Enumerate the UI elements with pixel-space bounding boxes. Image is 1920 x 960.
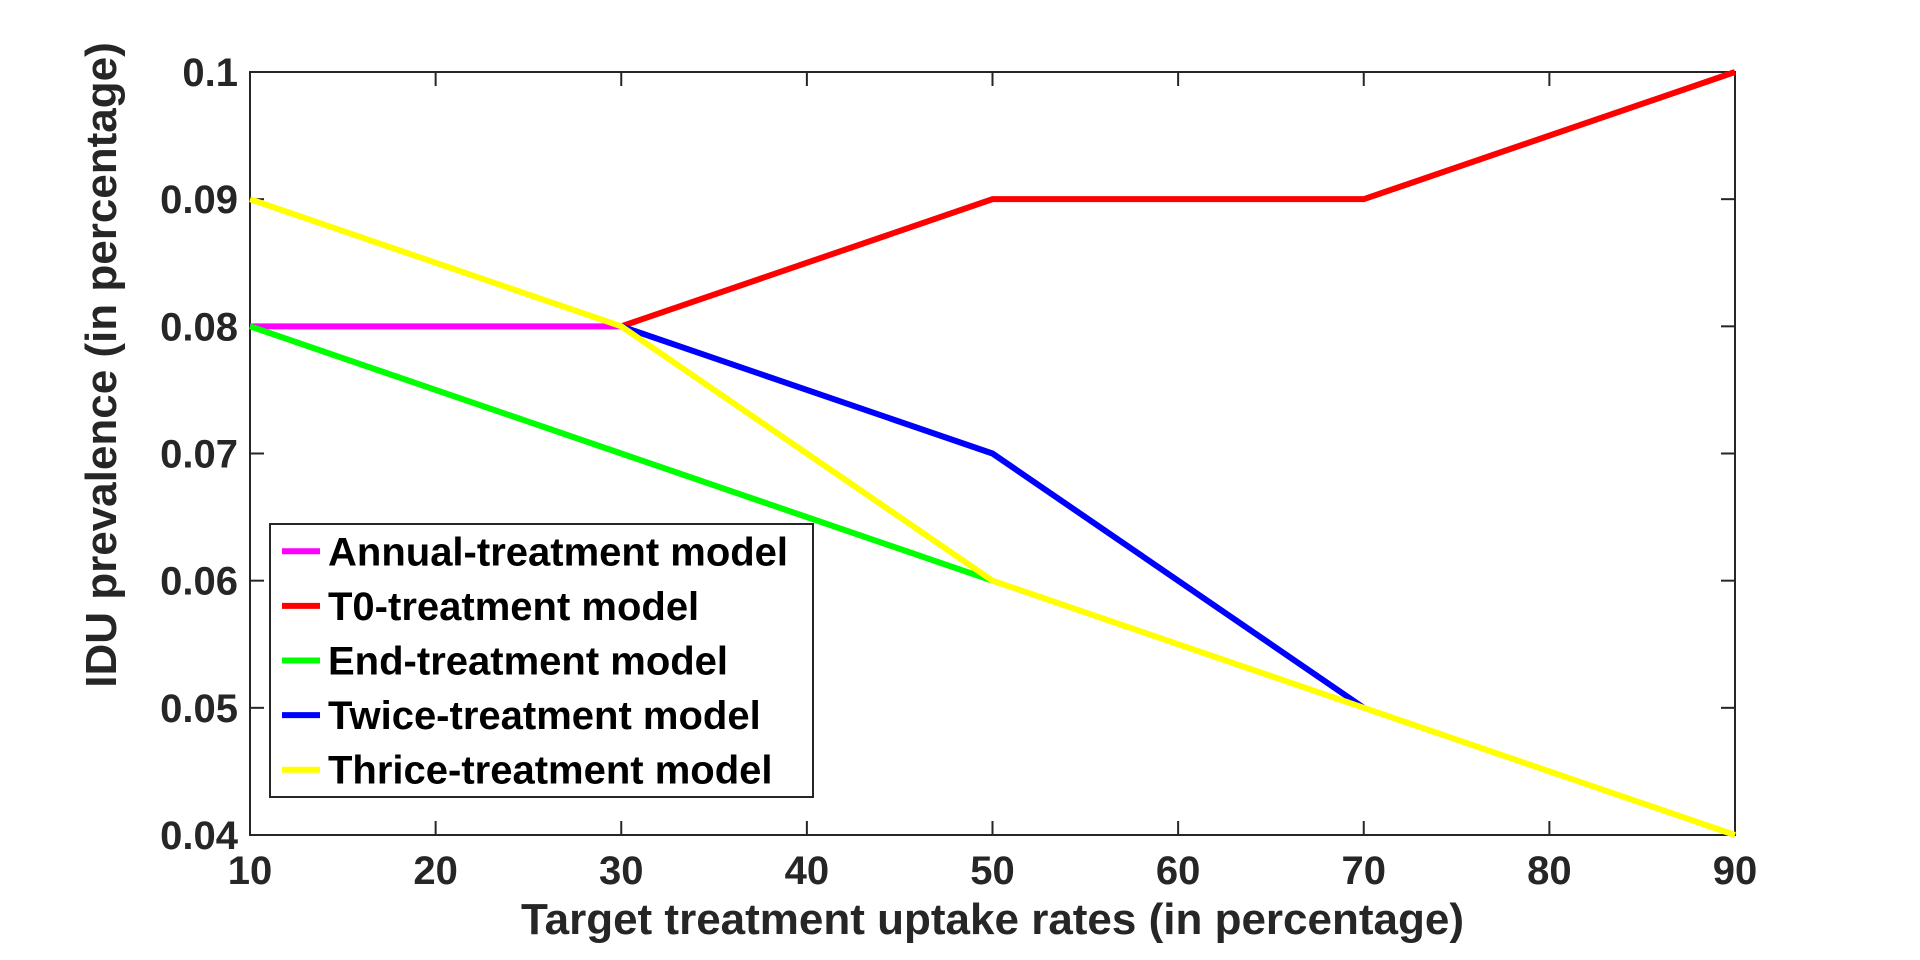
series-line-4 (249, 196, 1736, 838)
legend-label: Twice-treatment model (328, 694, 761, 738)
x-tick-label: 50 (970, 849, 1015, 893)
y-tick-label: 0.09 (160, 178, 238, 222)
series-line-1 (620, 69, 1736, 330)
legend-entry: T0-treatment model (282, 585, 699, 629)
x-axis-label: Target treatment uptake rates (in percen… (521, 895, 1464, 944)
x-tick-label: 10 (228, 849, 273, 893)
legend-entry: Annual-treatment model (282, 530, 788, 574)
y-tick-label: 0.1 (182, 51, 238, 95)
x-tick-label: 30 (599, 849, 644, 893)
legend-label: Thrice-treatment model (328, 749, 773, 793)
legend-entry: End-treatment model (282, 640, 728, 684)
x-tick-label: 70 (1342, 849, 1387, 893)
y-tick-label: 0.06 (160, 560, 238, 604)
legend-label: Annual-treatment model (328, 530, 788, 574)
x-tick-label: 40 (785, 849, 830, 893)
x-tick-label: 60 (1156, 849, 1201, 893)
y-tick-label: 0.04 (160, 814, 239, 858)
y-tick-label: 0.07 (160, 433, 238, 477)
legend-entry: Twice-treatment model (282, 694, 761, 738)
y-axis-label: IDU prevalence (in percentage) (77, 42, 126, 688)
y-tick-label: 0.08 (160, 305, 238, 349)
x-tick-label: 90 (1713, 849, 1758, 893)
x-tick-label: 80 (1527, 849, 1572, 893)
series-line-3 (620, 323, 1366, 711)
legend-label: End-treatment model (328, 640, 728, 684)
y-tick-label: 0.05 (160, 687, 238, 731)
x-tick-label: 20 (413, 849, 458, 893)
series-line-2 (249, 323, 994, 584)
legend-box (269, 523, 814, 798)
ticks: 10 20 30 40 50 60 70 80 90 0.04 0.05 0.06 0.07 0.08 0.… (160, 51, 1757, 893)
legend-entry: Thrice-treatment model (282, 749, 773, 793)
legend: Annual-treatment model T0-treatment model… (269, 523, 814, 798)
legend-label: T0-treatment model (328, 585, 699, 629)
series-lines (249, 69, 1736, 838)
